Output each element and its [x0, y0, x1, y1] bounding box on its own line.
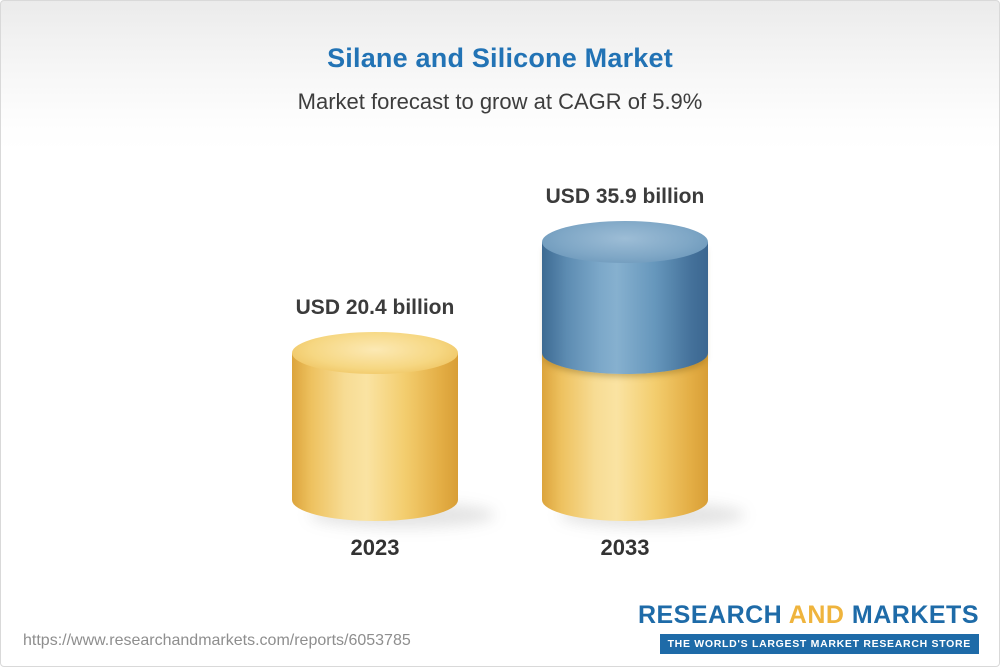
bar-chart: USD 20.4 billion 2023 USD 35.9 billion 2… — [1, 161, 999, 561]
segment-base-2033 — [542, 353, 708, 521]
category-label-2033: 2033 — [600, 535, 650, 560]
bar-cylinder-2033 — [542, 220, 745, 528]
segment-growth-2033 — [542, 241, 708, 375]
logo-tagline: THE WORLD'S LARGEST MARKET RESEARCH STOR… — [659, 634, 979, 654]
source-url-link[interactable]: https://www.researchandmarkets.com/repor… — [23, 632, 411, 649]
value-label-2033: USD 35.9 billion — [545, 184, 705, 208]
logo-word-markets: MARKETS — [851, 601, 979, 629]
value-label-2023: USD 20.4 billion — [295, 296, 455, 320]
bar-cylinder-2023 — [292, 332, 495, 528]
logo-word-research: RESEARCH — [637, 601, 783, 629]
logo-word-and: AND — [788, 601, 845, 629]
research-and-markets-logo: RESEARCH AND MARKETS THE WORLD'S LARGEST… — [638, 601, 979, 654]
cylinder-top-blue — [542, 220, 708, 263]
logo-wordmark: RESEARCH AND MARKETS — [638, 601, 979, 630]
bar-group-2023: USD 20.4 billion 2023 — [290, 296, 495, 561]
cylinder-top-yellow — [292, 332, 458, 375]
category-label-2023: 2023 — [350, 535, 400, 560]
chart-subtitle: Market forecast to grow at CAGR of 5.9% — [297, 89, 703, 114]
chart-title: Silane and Silicone Market — [327, 43, 673, 73]
segment-base-2023 — [292, 353, 458, 521]
bar-group-2033: USD 35.9 billion 2033 — [540, 184, 745, 561]
